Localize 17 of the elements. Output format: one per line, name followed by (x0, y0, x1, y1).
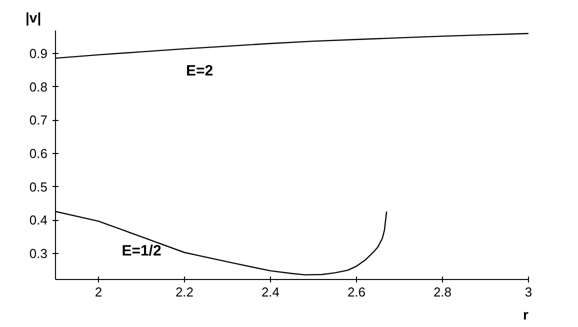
y-tick-label: 0.8 (29, 79, 48, 94)
x-tick-label: 2.8 (433, 284, 452, 300)
x-tick-label: 2.2 (175, 284, 194, 300)
annotation: E=1/2 (122, 242, 162, 260)
x-tick-label: 2.4 (261, 284, 280, 300)
y-tick-label: 0.4 (29, 212, 48, 228)
y-tick-label: 0.6 (29, 146, 48, 161)
annotation: E=2 (186, 62, 214, 80)
x-tick-label: 3 (524, 284, 532, 300)
x-axis-title: r (523, 306, 530, 322)
y-axis-title: |v| (26, 10, 42, 26)
y-tick-label: 0.3 (29, 246, 48, 261)
y-tick-label: 0.9 (29, 46, 48, 61)
y-tick-label: 0.7 (29, 112, 48, 128)
x-tick-label: 2 (94, 284, 102, 300)
x-tick-label: 2.6 (347, 284, 366, 300)
y-tick-label: 0.5 (29, 179, 48, 194)
